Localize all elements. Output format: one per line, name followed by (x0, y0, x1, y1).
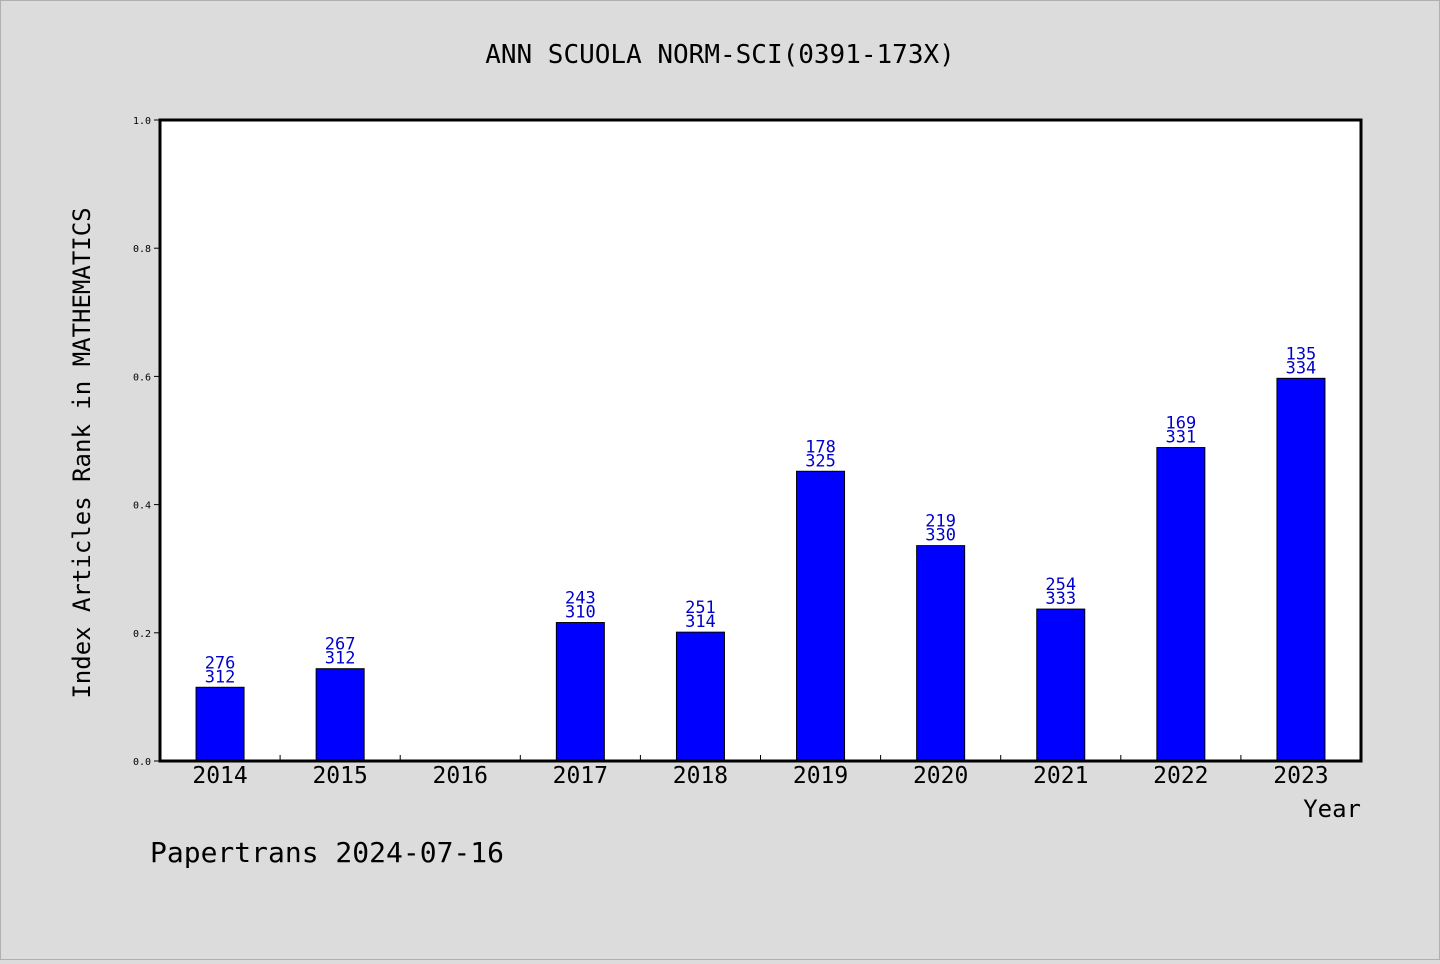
bars-group (195, 377, 1326, 762)
x-axis: 2014 2015 2016 2017 2018 2019 2020 2021 2022 2023 (192, 755, 1329, 789)
data-label-top-2014: 276 (205, 653, 236, 673)
bar-2014 (195, 686, 245, 762)
x-tick-label-2017: 2017 (553, 763, 608, 789)
bar-2020 (916, 545, 966, 762)
x-tick-label-2019: 2019 (793, 763, 848, 789)
x-tick-label-2022: 2022 (1153, 763, 1208, 789)
data-label-top-2018: 251 (685, 598, 716, 618)
data-label-bottom-2022: 331 (1165, 428, 1196, 448)
bar-2022 (1156, 447, 1206, 762)
y-tick-label-1.0: 1.0 (133, 116, 151, 127)
footer-credit: Papertrans 2024-07-16 (150, 836, 504, 869)
data-label-top-2017: 243 (565, 589, 596, 609)
y-tick-label-0.8: 0.8 (133, 244, 151, 255)
x-tick-label-2021: 2021 (1033, 763, 1088, 789)
y-axis: 0.0 0.2 0.4 0.6 0.8 1.0 (133, 116, 160, 768)
chart-title: ANN SCUOLA NORM-SCI(0391-173X) (485, 40, 955, 70)
data-label-bottom-2019: 325 (805, 451, 836, 471)
data-label-top-2019: 178 (805, 437, 836, 457)
y-tick-label-0.0: 0.0 (133, 757, 151, 768)
x-tick-label-2016: 2016 (433, 763, 488, 789)
y-tick-label-0.2: 0.2 (133, 629, 151, 640)
data-label-bottom-2014: 312 (205, 667, 236, 687)
x-tick-label-2018: 2018 (673, 763, 728, 789)
data-label-bottom-2021: 333 (1045, 589, 1076, 609)
data-label-top-2022: 169 (1165, 414, 1196, 434)
y-tick-label-0.4: 0.4 (133, 501, 151, 512)
data-label-top-2015: 267 (325, 635, 356, 655)
data-label-bottom-2018: 314 (685, 612, 716, 632)
data-label-bottom-2017: 310 (565, 603, 596, 623)
x-tick-label-2023: 2023 (1273, 763, 1328, 789)
x-tick-label-2020: 2020 (913, 763, 968, 789)
data-label-top-2021: 254 (1045, 575, 1076, 595)
x-tick-label-2015: 2015 (312, 763, 367, 789)
data-label-top-2020: 219 (925, 512, 956, 532)
bar-2023 (1276, 377, 1326, 762)
bar-2018 (675, 631, 725, 762)
data-label-bottom-2015: 312 (325, 649, 356, 669)
bar-2017 (555, 622, 605, 762)
data-label-bottom-2020: 330 (925, 526, 956, 546)
x-tick-label-2014: 2014 (192, 763, 247, 789)
y-tick-label-0.6: 0.6 (133, 372, 151, 383)
bar-2021 (1036, 608, 1086, 762)
data-label-bottom-2023: 334 (1286, 358, 1317, 378)
bar-2015 (315, 668, 365, 762)
y-axis-label: Index Articles Rank in MATHEMATICS (68, 207, 96, 698)
bar-2019 (796, 470, 846, 762)
data-label-top-2023: 135 (1286, 344, 1317, 364)
x-axis-label: Year (1303, 795, 1361, 823)
